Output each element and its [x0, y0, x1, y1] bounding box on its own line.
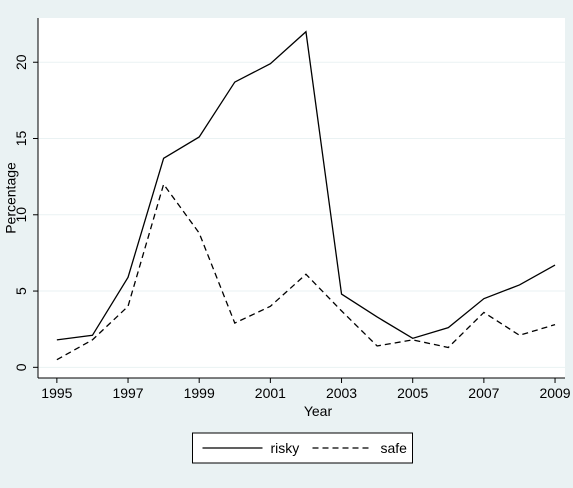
series-line [56, 30, 556, 341]
x-tick-label: 2001 [255, 385, 286, 401]
y-axis-label: Percentage [3, 162, 19, 234]
y-tick-label: 15 [13, 131, 29, 147]
y-tick-label: 5 [13, 287, 29, 295]
x-tick-label: 2003 [326, 385, 357, 401]
y-tick-label: 10 [13, 207, 29, 223]
series-line [56, 182, 556, 361]
x-tick-label: 1997 [112, 385, 143, 401]
x-tick-label: 2005 [397, 385, 428, 401]
x-tick-label: 2007 [468, 385, 499, 401]
legend-label: safe [381, 440, 408, 456]
x-axis-label: Year [304, 403, 333, 419]
plot-area [38, 18, 565, 378]
y-tick-label: 20 [13, 54, 29, 70]
x-tick-label: 1995 [41, 385, 72, 401]
x-tick-label: 1999 [184, 385, 215, 401]
y-tick-label: 0 [13, 363, 29, 371]
legend-label: risky [271, 440, 300, 456]
x-tick-label: 2009 [539, 385, 570, 401]
